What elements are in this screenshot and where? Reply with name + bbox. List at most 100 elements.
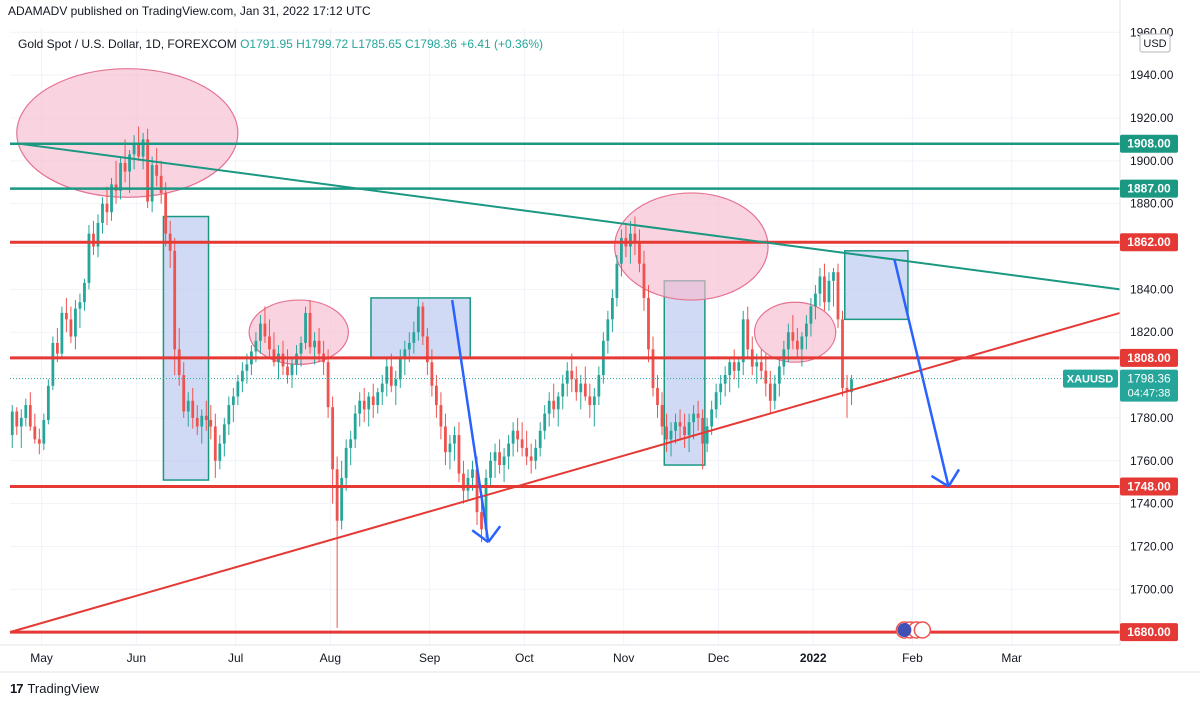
candle-body [841,319,844,388]
candle [92,220,95,256]
candle [728,357,732,393]
candle [823,263,826,311]
level-price-label: 1748.00 [1127,479,1171,493]
candle-body [137,143,140,157]
x-tick-label: Dec [708,651,729,665]
candle-body [656,387,659,406]
candle-body [268,336,271,350]
highlight-box [844,250,909,321]
candle-body [164,192,168,234]
y-tick-label: 1820.00 [1130,325,1174,339]
candle-body [823,276,826,303]
arrow-head [930,474,950,488]
change-value: +6.41 (+0.36%) [460,37,544,51]
projection-arrow [893,259,950,487]
candle [737,357,741,388]
candle-body [412,332,416,343]
candle [714,383,718,418]
candle [65,297,68,333]
candle [353,405,357,448]
candle-body [204,415,208,421]
candle [647,285,650,363]
candle [213,413,217,478]
candle-body [222,424,226,444]
candle [741,310,745,376]
candle [286,349,289,384]
candle-body [15,411,19,427]
candle [453,426,456,461]
candle-body [96,222,100,247]
candle-body [511,430,515,444]
candle [263,306,267,343]
high-value: H1799.72 [296,37,349,51]
candle-body [800,336,804,350]
symbol-tag-label: XAUUSD [1067,374,1114,386]
candle [692,405,695,440]
candle [60,306,64,358]
candle-body [701,417,705,444]
candle [665,413,668,453]
tradingview-footer[interactable]: 17 TradingView [10,681,99,696]
candle [308,300,312,354]
candle-body [186,400,190,412]
candle-body [814,293,817,307]
candle-body [367,396,371,410]
candle-body [502,456,506,466]
candle [37,428,41,455]
tradingview-logo-icon: 17 [10,681,24,696]
candle [777,357,781,397]
candle-body [538,430,542,448]
projection-arrow [450,299,490,543]
candle-body [74,308,77,337]
candle [610,289,614,333]
candle [583,366,587,401]
symbol-name: Gold Spot / U.S. Dollar, 1D, FOREXCOM [18,37,237,51]
candle [132,135,136,170]
candle [525,430,529,466]
candle [805,315,808,350]
level-price-label: 1680.00 [1127,625,1171,639]
candle-body [552,400,556,410]
candle [304,306,307,350]
candle [814,285,817,320]
candle-body [588,396,592,406]
x-tick-label: Jul [228,651,243,665]
candle-body [290,364,294,376]
candle [155,147,159,187]
candle-body [28,405,32,427]
x-tick-label: Mar [1001,651,1022,665]
candle-body [543,413,547,431]
x-tick-label: Jun [127,651,146,665]
candle [764,353,768,397]
x-tick-label: Feb [902,651,923,665]
candle-body [335,469,339,521]
x-tick-label: Oct [515,651,534,665]
candle [579,375,583,410]
candle [191,387,195,429]
candle [389,353,393,393]
level-price-tag [1120,623,1178,642]
candle [272,332,276,367]
y-tick-label: 1940.00 [1130,68,1174,82]
x-tick-label: Nov [613,651,634,665]
candle [701,409,705,470]
candle [435,375,438,418]
candle [421,302,425,346]
candle-body [24,405,28,418]
candle [615,255,619,307]
candle-body [728,362,732,376]
candle [719,375,723,406]
candle [565,362,569,397]
candle-body [714,392,718,410]
candle-body [809,306,813,324]
candle [358,392,362,427]
candle-body [777,366,781,384]
candle-body [394,379,398,386]
candle [638,229,641,273]
candle [74,300,77,350]
candle [827,272,831,311]
candle [105,186,109,226]
candle [416,297,420,341]
candle-body [173,250,177,350]
